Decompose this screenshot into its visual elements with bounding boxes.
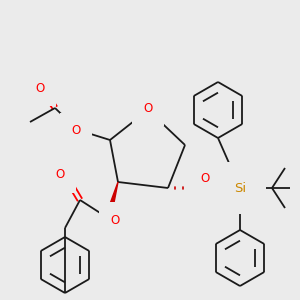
Text: O: O — [110, 214, 120, 226]
Text: O: O — [56, 169, 64, 182]
Text: O: O — [143, 101, 153, 115]
Text: Si: Si — [234, 182, 246, 194]
Text: O: O — [71, 124, 81, 137]
Text: O: O — [200, 172, 210, 184]
Text: O: O — [35, 82, 45, 94]
Polygon shape — [105, 182, 118, 219]
